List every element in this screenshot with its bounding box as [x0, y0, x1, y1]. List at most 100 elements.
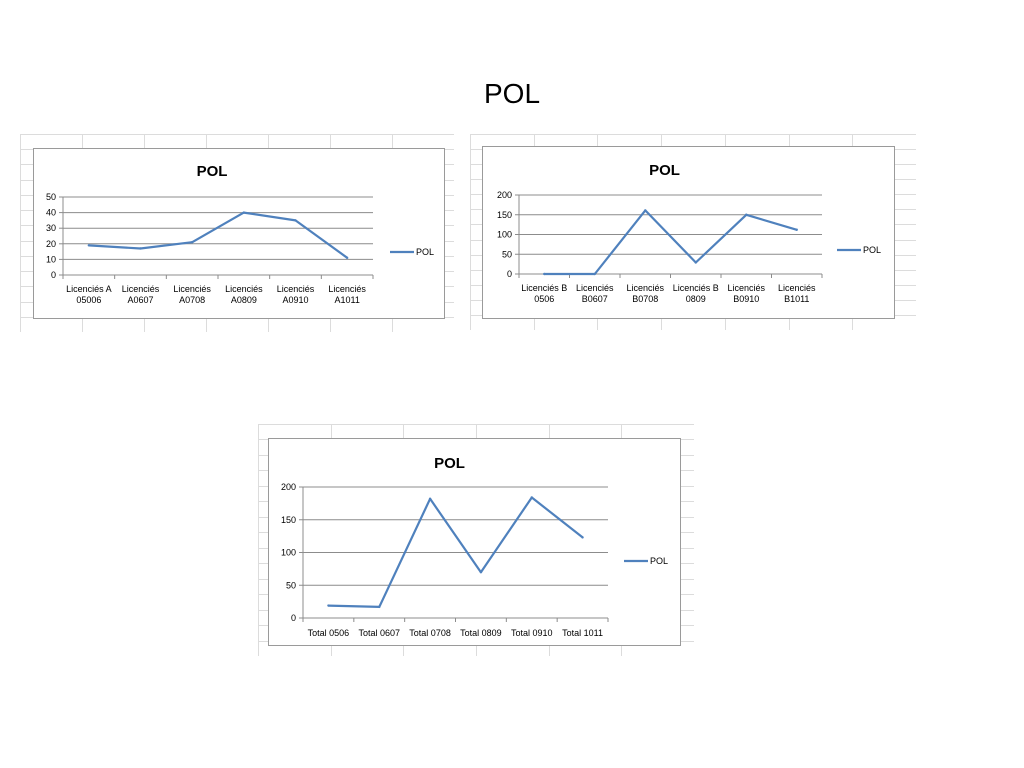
chart-title: POL: [197, 163, 228, 180]
y-tick-label: 100: [497, 230, 512, 240]
y-tick-label: 40: [46, 208, 56, 218]
line-chart-licencies-a[interactable]: POL 0 10 20 30 40 50 Licenciés A 05006 Licenciés A…: [33, 148, 445, 319]
series-line-pol: [328, 496, 584, 608]
x-tick-label: Licenciés A0809: [225, 284, 263, 305]
x-tick-label-line: A1011: [334, 295, 359, 305]
x-tick-label-line: Licenciés: [277, 284, 315, 294]
x-tick-label-line: Licenciés: [626, 283, 664, 293]
x-tick-label: Licenciés B0607: [576, 283, 614, 304]
data-point: [242, 211, 246, 214]
data-point: [593, 272, 596, 276]
data-point: [530, 496, 533, 499]
x-tick-label: Total 0607: [358, 628, 400, 638]
x-tick-label-line: B0910: [733, 294, 759, 304]
x-tick-label: Licenciés B1011: [778, 283, 816, 304]
x-tick-label-line: A0708: [179, 295, 205, 305]
y-tick-label: 30: [46, 223, 56, 233]
data-point: [345, 256, 349, 260]
data-point: [294, 219, 297, 222]
series-line-pol: [544, 209, 798, 276]
y-tick-label: 50: [46, 192, 56, 202]
x-tick-label-line: A0607: [127, 295, 153, 305]
x-tick-label-line: Licenciés: [576, 283, 614, 293]
x-tick-label-line: Licenciés: [225, 284, 263, 294]
x-tick-label-line: 0809: [686, 294, 706, 304]
data-point: [745, 213, 748, 216]
x-tick-label-line: Total 1011: [562, 628, 603, 638]
sheet-column-line: [470, 134, 471, 330]
legend-label: POL: [416, 247, 434, 257]
sheet-column-line: [258, 424, 259, 656]
x-tick-label: Total 0708: [409, 628, 451, 638]
x-tick-label: Total 0910: [511, 628, 553, 638]
x-tick-label-line: 0506: [534, 294, 554, 304]
x-tick-label: Licenciés A 05006: [66, 284, 112, 305]
x-tick-label-line: Licenciés: [173, 284, 211, 294]
x-tick-label: Licenciés B0708: [626, 283, 664, 304]
x-tick-label-line: Total 0506: [308, 628, 350, 638]
x-tick-label: Licenciés A1011: [328, 284, 366, 305]
chart-title: POL: [649, 162, 680, 179]
x-tick-label-line: 05006: [76, 295, 101, 305]
x-tick-label: Total 0506: [308, 628, 350, 638]
data-point: [139, 247, 142, 250]
x-tick-label: Licenciés B0910: [727, 283, 765, 304]
y-tick-label: 0: [51, 270, 56, 280]
sheet-column-line: [20, 134, 21, 332]
x-tick-label-line: Licenciés: [122, 284, 160, 294]
x-tick-label-line: A0809: [231, 295, 257, 305]
x-tick-label-line: A0910: [282, 295, 308, 305]
data-point: [581, 536, 584, 539]
y-tick-label: 150: [497, 210, 512, 220]
series-line-pol: [88, 211, 348, 259]
data-point: [644, 209, 647, 212]
chart-svg: POL 0 50 100 150 200 Total 0506 Total 0607 Total…: [281, 455, 668, 638]
data-point: [428, 497, 432, 500]
x-tick-label: Licenciés A0910: [277, 284, 315, 305]
x-tick-label-line: Total 0708: [409, 628, 451, 638]
x-tick-label: Licenciés B 0809: [673, 283, 719, 304]
y-tick-label: 200: [497, 190, 512, 200]
x-tick-label-line: Licenciés: [727, 283, 765, 293]
data-point: [543, 272, 546, 276]
x-tick-label-line: Licenciés B: [673, 283, 719, 293]
line-chart-licencies-b[interactable]: POL 0 50 100 150 200 Licenciés B 0506 Licenciés B…: [482, 146, 895, 319]
y-tick-label: 0: [291, 613, 296, 623]
data-point: [795, 228, 798, 231]
x-tick-label-line: Licenciés B: [521, 283, 567, 293]
data-point: [190, 241, 194, 244]
x-tick-label-line: Total 0809: [460, 628, 502, 638]
data-point: [378, 605, 381, 609]
x-tick-label-line: B0708: [632, 294, 658, 304]
x-tick-label-line: Licenciés: [778, 283, 816, 293]
x-tick-label-line: B1011: [784, 294, 809, 304]
data-point: [479, 570, 483, 574]
y-tick-label: 100: [281, 548, 296, 558]
y-tick-label: 200: [281, 482, 296, 492]
x-tick-label-line: Licenciés A: [66, 284, 112, 294]
y-tick-label: 0: [507, 269, 512, 279]
chart-title: POL: [434, 455, 465, 472]
x-tick-label: Licenciés B 0506: [521, 283, 567, 304]
line-chart-total[interactable]: POL 0 50 100 150 200 Total 0506 Total 0607 Total…: [268, 438, 681, 646]
sheet-row-line: [470, 134, 916, 135]
x-tick-label-line: Total 0607: [358, 628, 400, 638]
y-tick-label: 20: [46, 239, 56, 249]
data-point: [87, 244, 91, 247]
slide-title: POL: [483, 78, 541, 109]
x-tick-label-line: Total 0910: [511, 628, 553, 638]
x-tick-label-line: Licenciés: [328, 284, 366, 294]
y-tick-label: 150: [281, 515, 296, 525]
x-tick-label: Total 1011: [562, 628, 603, 638]
data-point: [694, 261, 697, 264]
data-point: [327, 604, 330, 607]
y-tick-label: 50: [286, 580, 296, 590]
x-tick-label-line: B0607: [582, 294, 608, 304]
x-tick-label: Total 0809: [460, 628, 502, 638]
legend-label: POL: [863, 245, 881, 255]
x-tick-label: Licenciés A0607: [122, 284, 160, 305]
x-tick-label: Licenciés A0708: [173, 284, 211, 305]
y-tick-label: 50: [502, 249, 512, 259]
